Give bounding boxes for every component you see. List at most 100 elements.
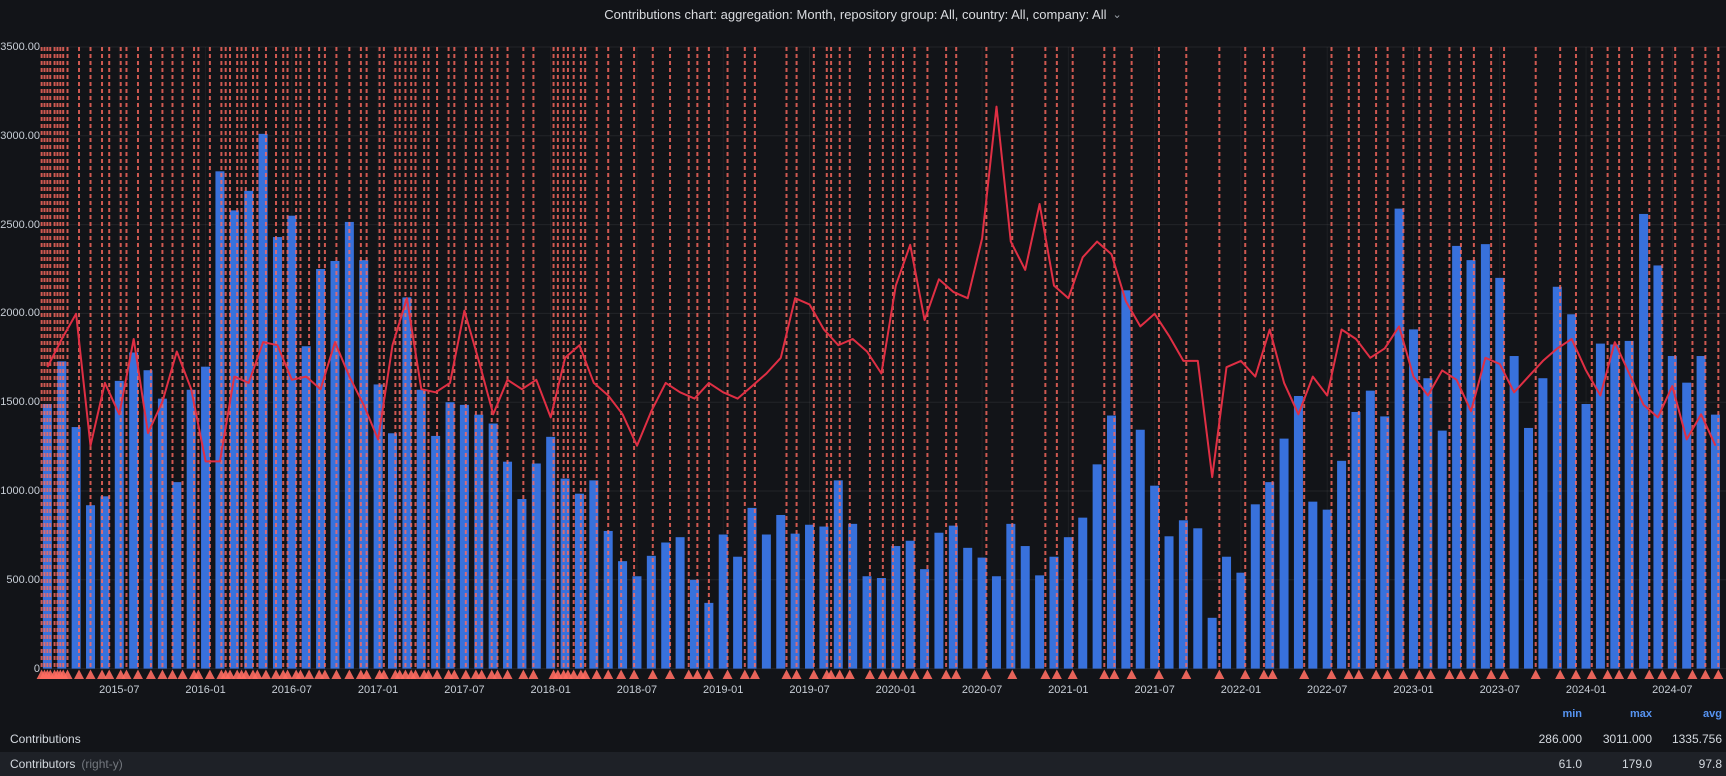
legend-label-contributors[interactable]: Contributors	[10, 757, 76, 771]
contributions-bar[interactable]	[1207, 617, 1217, 669]
annotation-marker-triangle-icon[interactable]	[1570, 669, 1581, 680]
contributions-bar[interactable]	[905, 540, 915, 669]
legend-header-max[interactable]: max	[1629, 708, 1652, 720]
contributions-bar[interactable]	[776, 514, 786, 669]
contributions-bar[interactable]	[862, 576, 872, 669]
contributions-bar[interactable]	[287, 215, 297, 669]
annotation-marker-triangle-icon[interactable]	[85, 669, 96, 680]
annotation-marker-triangle-icon[interactable]	[1555, 669, 1566, 680]
annotation-marker-triangle-icon[interactable]	[591, 669, 602, 680]
contributions-bar[interactable]	[215, 171, 225, 669]
contributions-bar[interactable]	[1667, 356, 1677, 669]
contributions-bar[interactable]	[1552, 286, 1562, 669]
contributions-bar[interactable]	[301, 346, 311, 669]
contributions-bar[interactable]	[747, 507, 757, 669]
annotation-marker-triangle-icon[interactable]	[502, 669, 513, 680]
annotation-marker-triangle-icon[interactable]	[167, 669, 178, 680]
annotation-marker-triangle-icon[interactable]	[1614, 669, 1625, 680]
annotation-marker-triangle-icon[interactable]	[260, 669, 271, 680]
contributions-bar[interactable]	[258, 133, 268, 669]
contributions-bar[interactable]	[1495, 277, 1505, 669]
contributions-bar[interactable]	[57, 361, 67, 669]
annotation-marker-triangle-icon[interactable]	[722, 669, 733, 680]
contributions-bar[interactable]	[977, 557, 987, 669]
contributions-bar[interactable]	[445, 402, 455, 669]
annotation-marker-triangle-icon[interactable]	[282, 669, 293, 680]
annotation-marker-triangle-icon[interactable]	[104, 669, 115, 680]
annotation-marker-triangle-icon[interactable]	[1713, 669, 1724, 680]
contributions-bar[interactable]	[359, 260, 369, 669]
contributions-bar[interactable]	[833, 480, 843, 669]
annotation-marker-triangle-icon[interactable]	[1051, 669, 1062, 680]
annotation-marker-triangle-icon[interactable]	[319, 669, 330, 680]
annotation-marker-triangle-icon[interactable]	[1398, 669, 1409, 680]
annotation-marker-triangle-icon[interactable]	[1007, 669, 1018, 680]
contributions-bar[interactable]	[1250, 504, 1260, 669]
annotation-marker-triangle-icon[interactable]	[1700, 669, 1711, 680]
contributions-bar[interactable]	[1581, 403, 1591, 669]
contributions-bar[interactable]	[416, 389, 426, 669]
contributions-bar[interactable]	[143, 370, 153, 669]
annotation-marker-triangle-icon[interactable]	[252, 669, 263, 680]
contributions-bar[interactable]	[229, 210, 239, 669]
contributions-bar[interactable]	[1710, 414, 1720, 669]
annotation-marker-triangle-icon[interactable]	[616, 669, 627, 680]
contributions-bar[interactable]	[1624, 340, 1634, 669]
annotation-marker-triangle-icon[interactable]	[1586, 669, 1597, 680]
contributions-chart[interactable]	[0, 0, 1726, 700]
annotation-marker-triangle-icon[interactable]	[922, 669, 933, 680]
annotation-marker-triangle-icon[interactable]	[580, 669, 591, 680]
annotation-marker-triangle-icon[interactable]	[460, 669, 471, 680]
annotation-marker-triangle-icon[interactable]	[749, 669, 760, 680]
annotation-marker-triangle-icon[interactable]	[1687, 669, 1698, 680]
annotation-marker-triangle-icon[interactable]	[739, 669, 750, 680]
contributions-bar[interactable]	[1308, 501, 1318, 669]
contributions-bar[interactable]	[1480, 244, 1490, 669]
contributions-bar[interactable]	[42, 403, 52, 669]
annotation-marker-triangle-icon[interactable]	[1181, 669, 1192, 680]
annotation-marker-triangle-icon[interactable]	[331, 669, 342, 680]
contributions-bar[interactable]	[531, 463, 541, 669]
contributions-bar[interactable]	[1538, 378, 1548, 669]
annotation-marker-triangle-icon[interactable]	[1343, 669, 1354, 680]
annotation-marker-triangle-icon[interactable]	[518, 669, 529, 680]
annotation-marker-triangle-icon[interactable]	[361, 669, 372, 680]
annotation-marker-triangle-icon[interactable]	[432, 669, 443, 680]
annotation-marker-triangle-icon[interactable]	[157, 669, 168, 680]
contributions-bar[interactable]	[1279, 438, 1289, 669]
annotation-marker-triangle-icon[interactable]	[864, 669, 875, 680]
annotation-marker-triangle-icon[interactable]	[877, 669, 888, 680]
contributions-bar[interactable]	[661, 542, 671, 669]
contributions-bar[interactable]	[388, 433, 397, 669]
annotation-marker-triangle-icon[interactable]	[204, 669, 215, 680]
contributions-bar[interactable]	[1193, 528, 1203, 669]
annotation-marker-triangle-icon[interactable]	[981, 669, 992, 680]
annotation-marker-triangle-icon[interactable]	[423, 669, 434, 680]
contributions-bar[interactable]	[1567, 314, 1577, 669]
contributions-bar[interactable]	[618, 561, 628, 669]
annotation-marker-triangle-icon[interactable]	[1299, 669, 1310, 680]
contributions-bar[interactable]	[1222, 556, 1232, 669]
contributions-bar[interactable]	[761, 534, 771, 669]
contributions-bar[interactable]	[1696, 356, 1706, 669]
contributions-bar[interactable]	[488, 423, 498, 669]
contributions-bar[interactable]	[1121, 290, 1131, 669]
annotation-marker-triangle-icon[interactable]	[1455, 669, 1466, 680]
annotation-marker-triangle-icon[interactable]	[1267, 669, 1278, 680]
annotation-marker-triangle-icon[interactable]	[791, 669, 802, 680]
annotation-marker-triangle-icon[interactable]	[1627, 669, 1638, 680]
contributions-bar[interactable]	[589, 480, 599, 669]
annotation-marker-triangle-icon[interactable]	[528, 669, 539, 680]
legend-label-contributions[interactable]: Contributions	[10, 732, 81, 746]
contributions-bar[interactable]	[1078, 517, 1088, 669]
contributions-bar[interactable]	[819, 526, 829, 669]
contributions-bar[interactable]	[891, 546, 901, 669]
annotation-marker-triangle-icon[interactable]	[62, 669, 73, 680]
annotation-marker-triangle-icon[interactable]	[683, 669, 694, 680]
contributions-bar[interactable]	[172, 482, 182, 669]
annotation-marker-triangle-icon[interactable]	[909, 669, 920, 680]
contributions-bar[interactable]	[373, 384, 383, 669]
annotation-marker-triangle-icon[interactable]	[887, 669, 898, 680]
contributions-bar[interactable]	[201, 366, 211, 669]
contributions-bar[interactable]	[1150, 485, 1160, 669]
